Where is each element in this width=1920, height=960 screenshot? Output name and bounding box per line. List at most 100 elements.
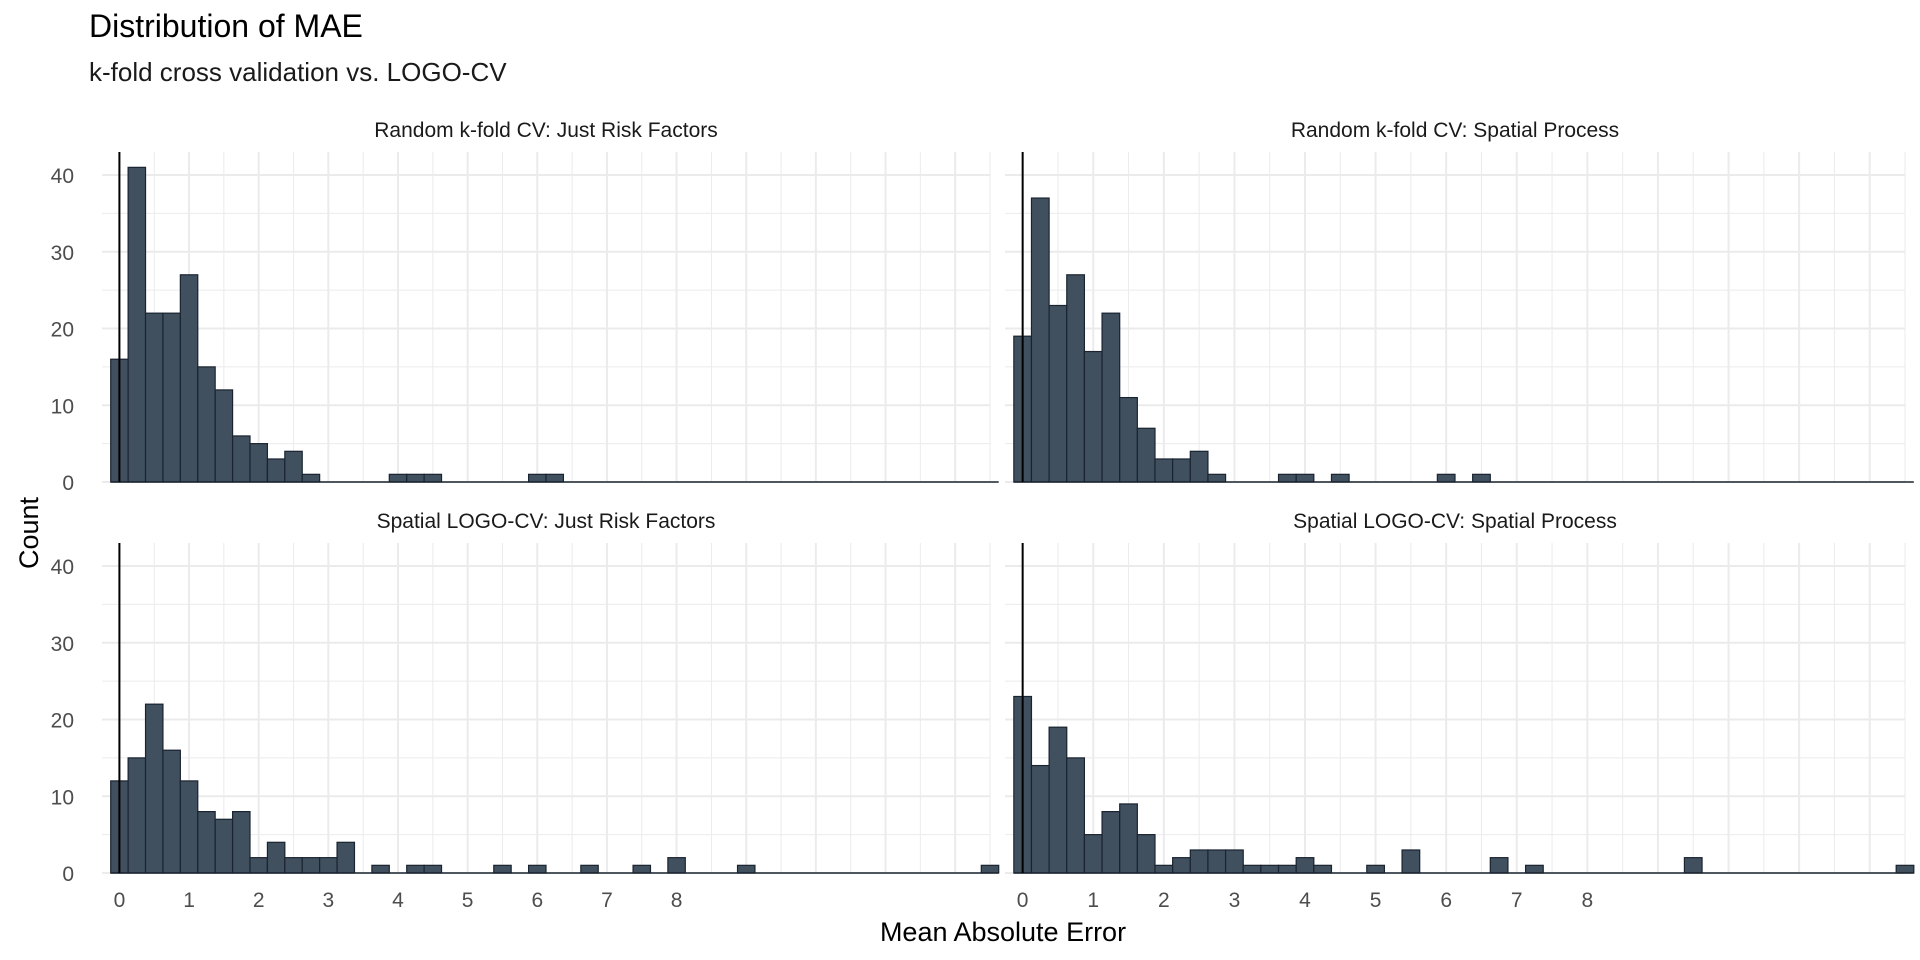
panel-1-y-tick-label: 10 [51,395,74,418]
panel-4-bar [1207,849,1227,874]
panel-4-x-tick-label: 4 [1299,889,1311,912]
panel-1-bar [231,435,251,483]
panel-1-y-tick-label: 0 [62,472,74,495]
panel-4-bar [1242,864,1262,874]
panel-3-y-tick-label: 40 [51,556,74,579]
panel-1-bar [197,366,216,483]
panel-3-bar [493,864,512,874]
y-axis-title: Count [14,496,44,569]
panel-4-bar [1683,857,1703,874]
panel-3-y-tick-label: 30 [51,633,74,656]
panel-3-bar [179,780,199,874]
x-axis-title: Mean Absolute Error [880,917,1126,947]
panel-2-bar [1207,473,1227,483]
panel-2-bar [1066,274,1086,483]
panel-3-bar [127,757,147,874]
panel-3-bar [632,864,652,874]
panel-4-bar [1277,864,1297,874]
panel-3-x-tick-label: 7 [601,889,613,912]
panel-1-bar [388,473,408,483]
panel-3-x-tick-label: 6 [531,889,543,912]
panel-3-y-tick-label: 0 [62,863,74,886]
panel-3-bar [197,811,216,874]
panel-1-bar [162,312,181,483]
panel-2-bar [1172,458,1191,483]
panel-4-bar [1366,864,1386,874]
panel-3-bar [736,864,756,874]
panel-1-bar [545,473,565,483]
panel-4-bar [1401,849,1421,874]
panel-3-bar [527,864,547,874]
panel-4-bar [1189,849,1209,874]
panel-3-bar [667,857,686,874]
panel-4-x-tick-label: 3 [1229,889,1241,912]
panel-1-y-tick-label: 20 [51,319,74,342]
panel-3-bar [580,864,599,874]
panel-2-bar [1083,350,1103,483]
chart-title: Distribution of MAE [89,8,363,44]
panel-4-bar [1295,857,1315,874]
panel-3-bar [162,749,181,874]
panel-1-bar [127,166,147,483]
panel-2-bar [1295,473,1315,483]
panel-1-bar [284,450,303,483]
panel-1-bar [406,473,425,483]
panel-3-y-tick-label: 10 [51,786,74,809]
panel-4-bar [1524,864,1544,874]
panel-1-bar [214,389,234,483]
panel-1-bar [179,274,199,483]
panel-1-bar [266,458,286,483]
panel-3-bar [231,811,251,874]
panel-4-bar [1119,803,1138,874]
panel-1-y-tick-label: 40 [51,165,74,188]
panel-1-strip-label: Random k-fold CV: Just Risk Factors [374,119,718,142]
panel-2-bar [1101,312,1121,483]
panel-2-strip-label: Random k-fold CV: Spatial Process [1291,119,1619,142]
panel-3-bar [423,864,443,874]
panel-2-bar [1436,473,1456,483]
panel-3-bar [266,841,286,874]
panel-3-strip-label: Spatial LOGO-CV: Just Risk Factors [377,510,716,533]
panel-4-bar [1048,726,1068,874]
panel-3-bar [144,703,164,874]
panel-3-y-tick-label: 20 [51,710,74,733]
panel-4-x-tick-label: 8 [1582,889,1594,912]
panel-4-bar [1154,864,1174,874]
panel-3-bar [301,857,321,874]
chart-subtitle: k-fold cross validation vs. LOGO-CV [89,57,507,87]
panel-3-x-tick-label: 4 [392,889,404,912]
panel-4-bar [1489,857,1509,874]
panel-3-bar [980,864,1000,874]
panel-4-bar [1172,857,1191,874]
panel-4-bar [1101,811,1121,874]
panel-4-bar [1260,864,1280,874]
panel-3-bar [214,818,234,874]
panel-4-bar [1083,834,1103,874]
panel-3-x-tick-label: 2 [253,889,265,912]
panel-4-bar [1313,864,1333,874]
panel-2-bar [1330,473,1350,483]
panel-3-x-tick-label: 0 [114,889,126,912]
panel-2-bar [1189,450,1209,483]
panel-1-bar [527,473,547,483]
panel-3-bar [406,864,425,874]
panel-1-y-tick-label: 30 [51,242,74,265]
panel-4-x-tick-label: 7 [1511,889,1523,912]
panel-2-bar [1030,197,1050,483]
panel-4-strip-label: Spatial LOGO-CV: Spatial Process [1293,510,1617,533]
panel-1-bar [423,473,443,483]
panel-4-x-tick-label: 6 [1440,889,1452,912]
panel-3-x-tick-label: 8 [671,889,683,912]
panel-4-x-tick-label: 2 [1158,889,1170,912]
panel-4-bar [1136,834,1156,874]
panel-4-x-tick-label: 5 [1370,889,1382,912]
panel-4-bar [1030,764,1050,874]
panel-4-x-tick-label: 1 [1087,889,1099,912]
panel-2-bar [1119,396,1138,483]
panel-1-bar [301,473,321,483]
panel-4-bar [1895,864,1915,874]
panel-3-bar [319,857,338,874]
panel-3-bar [371,864,390,874]
panel-2-bar [1136,427,1156,483]
